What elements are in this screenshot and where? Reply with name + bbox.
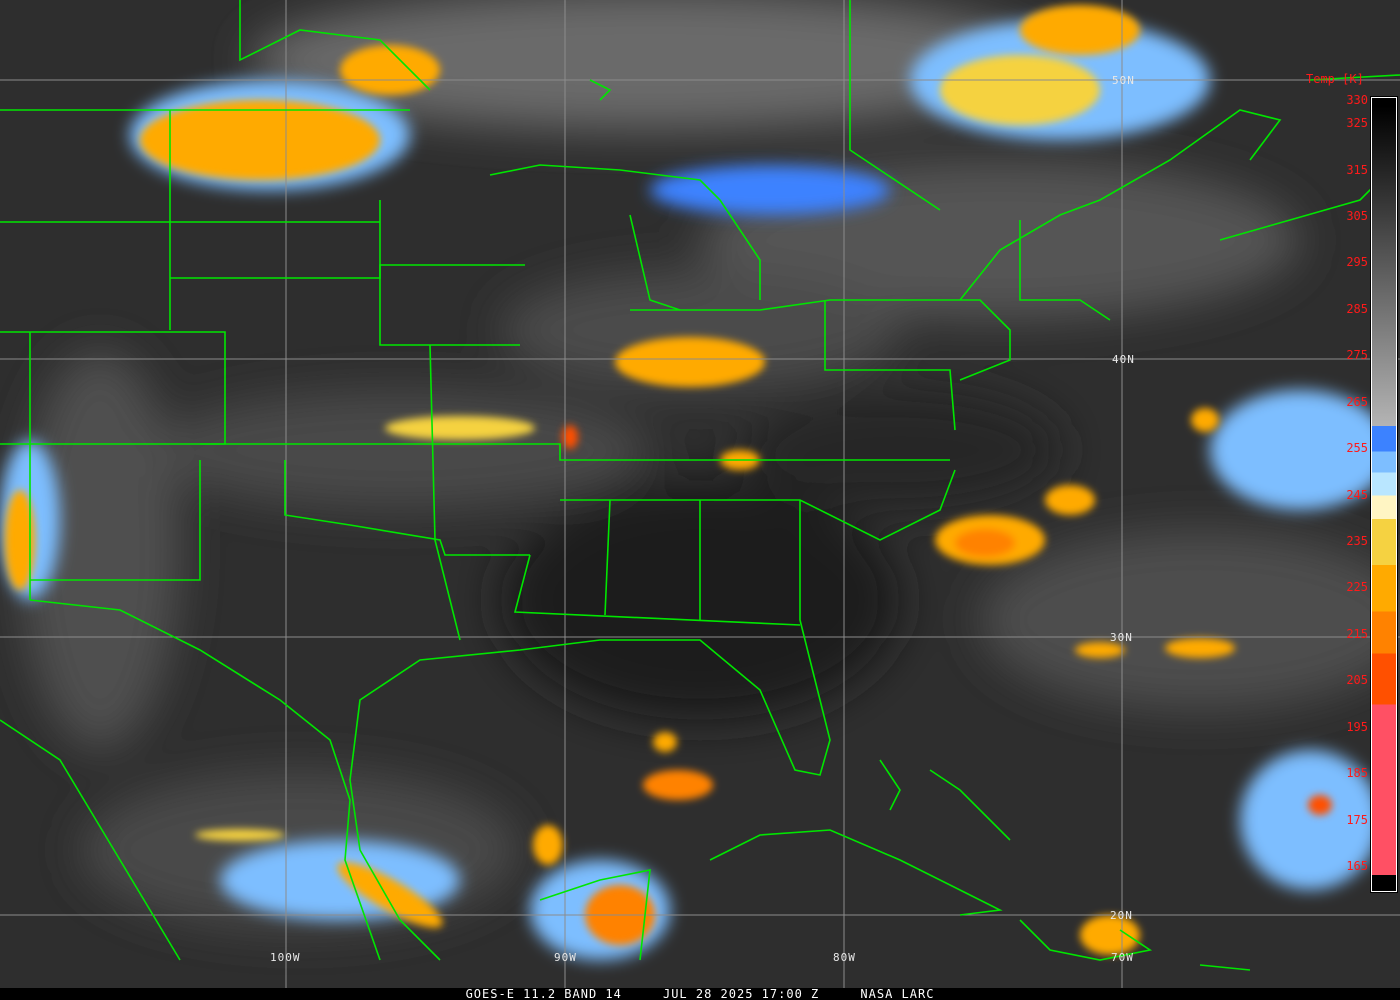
colorbar-tick-label: 215 (1346, 626, 1368, 641)
colorbar-tick-label: 295 (1346, 255, 1368, 270)
colorbar-tick-label: 285 (1346, 301, 1368, 316)
cold-cloud-tops (0, 5, 1390, 960)
caption-datetime: JUL 28 2025 17:00 Z (662, 987, 820, 1000)
caption-satellite: GOES-E 11.2 BAND 14 (465, 987, 622, 1000)
lon-label: 80W (833, 951, 856, 964)
colorbar-tick-label: 195 (1346, 719, 1368, 734)
lon-label: 70W (1111, 951, 1134, 964)
colorbar-tick-label: 330 (1346, 93, 1368, 107)
colorbar-tick-label: 275 (1346, 348, 1368, 363)
colorbar-tick-label: 325 (1346, 116, 1368, 131)
lat-label: 40N (1112, 353, 1135, 366)
colorbar-tick-label: 255 (1346, 441, 1368, 456)
colorbar-tick-label: 185 (1346, 766, 1368, 781)
lat-label: 50N (1112, 74, 1135, 87)
colorbar-tick-label: 235 (1346, 534, 1368, 549)
colorbar-tick-label: 315 (1346, 162, 1368, 177)
colorbar-tick-label: 245 (1346, 487, 1368, 502)
temperature-colorbar (1370, 96, 1398, 893)
colorbar-tick-label: 165 (1346, 859, 1368, 873)
colorbar-tick-label: 225 (1346, 580, 1368, 595)
image-caption: GOES-E 11.2 BAND 14 JUL 28 2025 17:00 Z … (0, 988, 1400, 1000)
lat-label: 20N (1110, 909, 1133, 922)
lon-label: 90W (554, 951, 577, 964)
colorbar-tick-label: 305 (1346, 209, 1368, 224)
legend-title: Temp [K] (1306, 72, 1364, 86)
colorbar-tick-label: 175 (1346, 812, 1368, 827)
lon-label: 100W (270, 951, 301, 964)
colorbar-tick-label: 265 (1346, 394, 1368, 409)
political-boundaries (0, 0, 1400, 971)
caption-source: NASA LARC (860, 987, 935, 1000)
lat-label: 30N (1110, 631, 1133, 644)
colorbar-tick-label: 205 (1346, 673, 1368, 688)
